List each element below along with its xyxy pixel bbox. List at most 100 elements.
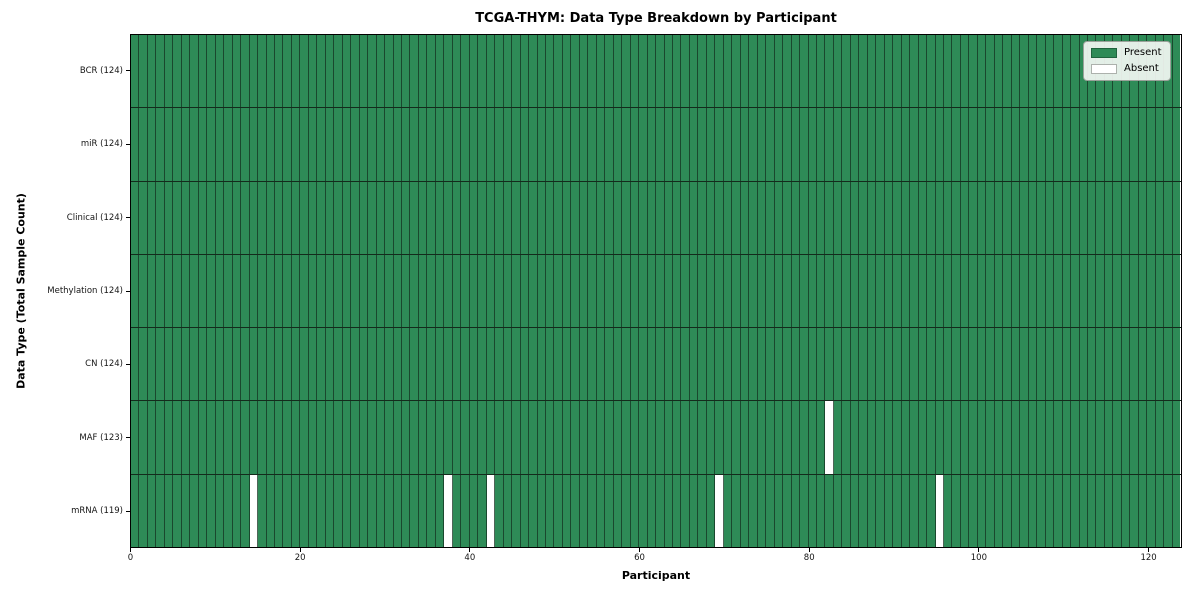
heatmap-cell [1138,474,1148,547]
heatmap-cell [1087,254,1097,328]
heatmap-cell [342,35,352,108]
heatmap-cell [368,35,377,108]
heatmap-cell [1071,254,1080,328]
heatmap-cell [850,328,860,401]
heatmap-cell [1104,328,1114,401]
heatmap-cell [156,328,165,401]
heatmap-cell [190,328,199,401]
heatmap-cell [1104,474,1114,547]
heatmap-cell [258,35,267,108]
heatmap-cell [1020,108,1029,181]
heatmap-cell [723,474,733,547]
heatmap-cell [258,401,267,474]
heatmap-cell [935,181,944,254]
heatmap-cell [308,108,318,181]
heatmap-cell [1045,181,1055,254]
heatmap-cell [774,181,784,254]
heatmap-cell [207,254,216,328]
heatmap-cell [698,181,707,254]
x-tick-label: 120 [1140,553,1157,563]
heatmap-cell [308,254,318,328]
heatmap-cell [1062,328,1072,401]
heatmap-cell [435,35,445,108]
heatmap-cell [1037,35,1046,108]
heatmap-cell [418,35,428,108]
heatmap-cell [800,474,809,547]
heatmap-cell [910,108,919,181]
heatmap-cell [495,108,504,181]
y-tick [126,363,130,365]
heatmap-cell [605,474,614,547]
heatmap-cell [876,401,885,474]
heatmap-cell [224,254,233,328]
y-tick [126,217,130,219]
heatmap-cell [808,254,817,328]
heatmap-cell [1164,108,1173,181]
heatmap-cell [317,254,326,328]
heatmap-cell [300,35,309,108]
heatmap-cell [1155,401,1165,474]
heatmap-cell [249,254,259,328]
heatmap-cell [147,474,157,547]
heatmap-cell [334,474,343,547]
heatmap-cell [816,474,826,547]
heatmap-cell [944,401,953,474]
heatmap-cell [977,401,987,474]
heatmap-cell [816,328,826,401]
heatmap-cell [1104,181,1114,254]
heatmap-cell [749,328,758,401]
x-tick [639,548,641,552]
heatmap-cell [698,474,707,547]
heatmap-cell [774,401,784,474]
heatmap-cell [571,401,580,474]
legend-item-present: Present [1091,47,1162,59]
heatmap-cell [910,254,919,328]
heatmap-cell [1130,401,1139,474]
heatmap-cell [427,474,436,547]
heatmap-cell [664,401,673,474]
y-tick-label: mRNA (119) [71,506,123,517]
heatmap-cell [664,35,673,108]
heatmap-cell [1020,35,1029,108]
heatmap-cell [495,328,504,401]
heatmap-cell [410,328,419,401]
heatmap-cell [588,474,597,547]
heatmap-cell [300,181,309,254]
heatmap-cell [910,401,919,474]
heatmap-cell [402,181,411,254]
heatmap-cell [639,254,648,328]
heatmap-cell [503,181,513,254]
heatmap-cell [274,474,284,547]
heatmap-cell [495,474,504,547]
heatmap-cell [596,108,606,181]
heatmap-cell [418,401,428,474]
heatmap-cell [749,35,758,108]
heatmap-cell [545,254,555,328]
heatmap-cell [461,328,470,401]
heatmap-cell [512,474,521,547]
heatmap-cell [1045,254,1055,328]
heatmap-cell [825,35,834,108]
heatmap-cell [1011,401,1021,474]
heatmap-cell [207,328,216,401]
heatmap-cell [1138,401,1148,474]
x-tick [469,548,471,552]
heatmap-cell [258,181,267,254]
heatmap-cell [622,181,631,254]
heatmap-cell [901,108,911,181]
heatmap-cell [1087,181,1097,254]
heatmap-cell [418,474,428,547]
heatmap-cell [1164,474,1173,547]
heatmap-cell [368,181,377,254]
heatmap-cell [1164,328,1173,401]
heatmap-cell [783,328,792,401]
heatmap-cell [850,401,860,474]
x-tick-label: 0 [127,553,134,563]
heatmap-cell [664,181,673,254]
heatmap-cell [859,328,868,401]
heatmap-cell [554,35,563,108]
heatmap-cell [1062,474,1072,547]
heatmap-cell [283,401,292,474]
heatmap-cell [952,328,961,401]
heatmap-cell [783,401,792,474]
